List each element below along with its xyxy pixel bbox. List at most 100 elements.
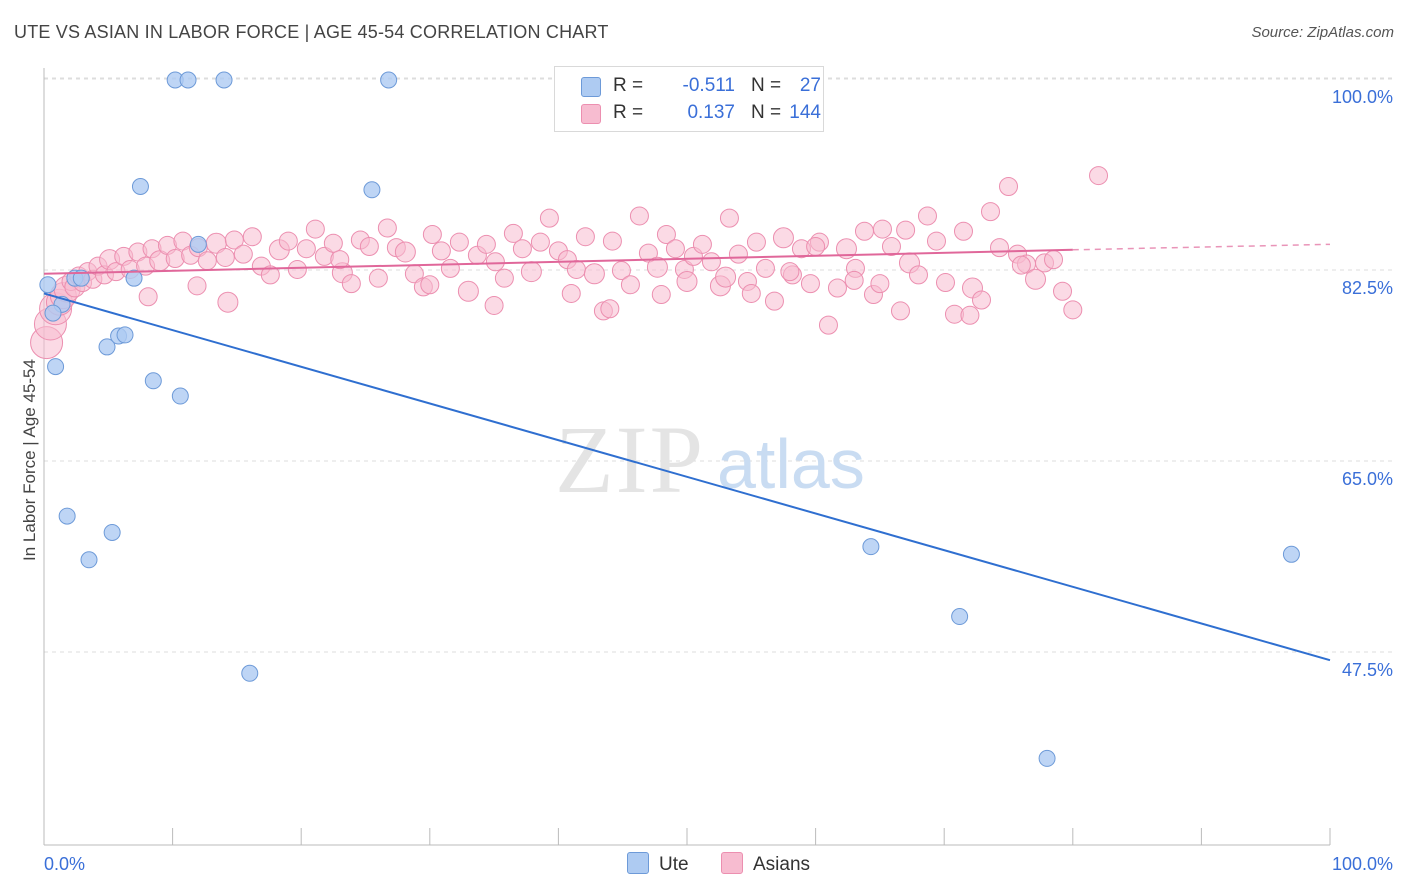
ute-point (39, 276, 57, 294)
asian-point (368, 268, 388, 288)
legend-n-value: 144 (789, 102, 821, 123)
asian-point (800, 274, 820, 294)
asian-point (583, 263, 605, 285)
asian-point (530, 232, 550, 252)
asian-point (896, 220, 916, 240)
asian-point (999, 176, 1018, 196)
asian-point (512, 239, 532, 259)
correlation-legend: R = -0.511 N = 27 R = 0.137 N = 144 (554, 66, 824, 132)
asian-point (872, 219, 892, 239)
asian-point (665, 239, 685, 259)
asian-point (431, 241, 451, 261)
asian-point (503, 223, 523, 243)
ute-point (363, 181, 381, 199)
asian-point (881, 237, 901, 257)
asian-point (741, 283, 761, 303)
source-label: Source: ZipAtlas.com (1251, 24, 1394, 41)
trend-lines (43, 243, 1331, 662)
asian-point (561, 283, 581, 303)
ute-point (1282, 545, 1300, 563)
asian-point (715, 266, 737, 288)
ute-point (241, 664, 259, 682)
asian-point (780, 262, 800, 282)
ute-legend-swatch (627, 852, 649, 874)
legend-item-asians: Asians (721, 852, 810, 876)
asian-point (420, 275, 440, 295)
asian-point (960, 305, 980, 325)
legend-r-value: 0.137 (687, 102, 735, 123)
ute-point (98, 338, 116, 356)
asian-point (440, 258, 460, 278)
ute-point (80, 551, 98, 569)
asian-point (746, 232, 766, 252)
asian-point (323, 233, 343, 253)
asian-point (1053, 281, 1073, 301)
ute-point (1038, 749, 1056, 767)
asian-point (827, 278, 847, 298)
asian-point (980, 202, 1000, 222)
legend-n-label: N = (751, 75, 782, 96)
asian-point (701, 252, 721, 272)
legend-r-value: -0.511 (682, 75, 735, 96)
legend-n-value: 27 (799, 75, 821, 96)
zipatlas-watermark: ZIP atlas (555, 406, 865, 513)
ute-point (44, 304, 62, 322)
asian-point (296, 239, 316, 259)
ute-point (116, 326, 134, 344)
asian-point (953, 221, 973, 241)
ute-point (103, 523, 121, 541)
asians-legend-label: Asians (753, 854, 811, 875)
asians-swatch (581, 104, 601, 124)
ute-point (58, 507, 76, 525)
legend-r-label: R = (613, 102, 644, 123)
asian-point (602, 231, 622, 251)
asian-point (870, 274, 890, 294)
asian-point (394, 241, 416, 263)
chart-title: UTE VS ASIAN IN LABOR FORCE | AGE 45-54 … (14, 22, 609, 42)
ute-point (189, 235, 207, 253)
ute-point (72, 269, 90, 287)
ute-point (179, 71, 197, 89)
asian-point (755, 258, 775, 278)
x-tick-label: 100.0% (1332, 854, 1393, 874)
ute-point (215, 71, 233, 89)
asian-point (197, 251, 217, 271)
asian-point (971, 290, 991, 310)
asian-point (287, 259, 307, 279)
series-legend: Ute Asians (0, 852, 1406, 878)
asian-point (844, 270, 864, 290)
asian-point (854, 221, 874, 241)
asian-point (224, 230, 244, 250)
ute-point (171, 387, 189, 405)
y-tick-label: 82.5% (1342, 278, 1393, 298)
ute-point (380, 71, 398, 89)
asian-point (1025, 268, 1047, 290)
ute-point (131, 177, 149, 195)
ute-points (39, 71, 1300, 767)
asian-points (30, 166, 1109, 360)
y-tick-label: 65.0% (1342, 469, 1393, 489)
y-axis-label: In Labor Force | Age 45-54 (20, 359, 39, 561)
asian-point (476, 234, 496, 254)
legend-item-ute: Ute (627, 852, 689, 876)
asian-point (764, 291, 784, 311)
asian-point (575, 227, 595, 247)
asian-point (676, 270, 698, 292)
asian-point (484, 295, 504, 315)
y-tick-label: 47.5% (1342, 660, 1393, 680)
ute-swatch (581, 77, 601, 97)
asian-point (835, 238, 857, 260)
asian-point (233, 244, 253, 264)
asian-point (520, 261, 542, 283)
asian-point (242, 227, 262, 247)
asians-legend-swatch (721, 852, 743, 874)
asian-point (656, 225, 676, 245)
asian-point (935, 273, 955, 293)
ute-point (144, 372, 162, 390)
asian-point (818, 315, 838, 335)
legend-n-label: N = (751, 102, 782, 123)
ute-point (47, 358, 65, 376)
axes (43, 68, 1331, 846)
asian-point (600, 299, 620, 319)
